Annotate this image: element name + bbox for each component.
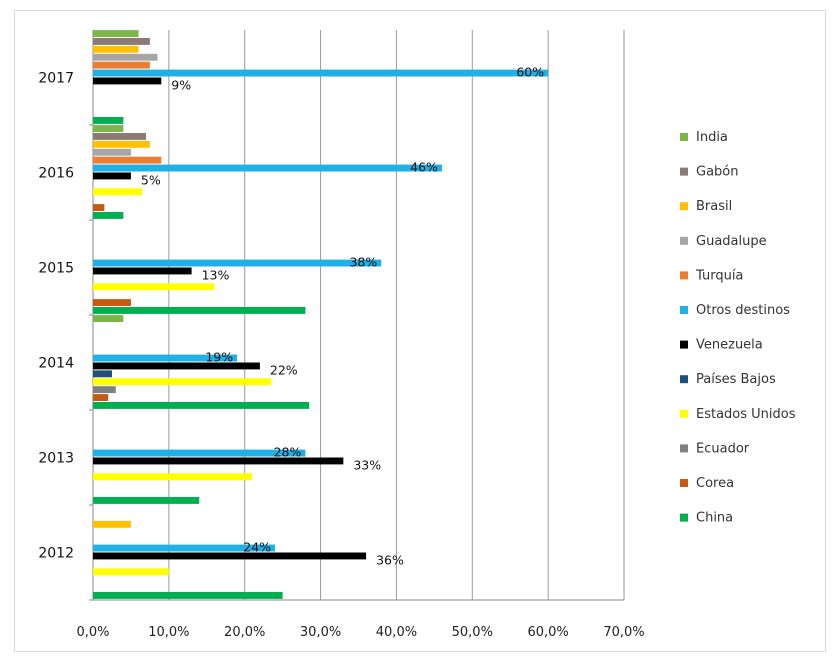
bar-brasil (93, 45, 139, 53)
legend-swatch (680, 479, 688, 487)
y-tick-label: 2012 (38, 546, 74, 562)
bar-otros-destinos (93, 354, 238, 362)
data-label: 5% (141, 172, 161, 187)
x-tick-label: 0,0% (76, 625, 109, 640)
data-label: 38% (349, 255, 377, 270)
bar-turquía (93, 61, 150, 69)
legend-label: Ecuador (696, 441, 750, 456)
legend-label: China (696, 511, 733, 526)
bar-países-bajos (93, 370, 112, 378)
bar-corea (93, 394, 109, 401)
bar-india (93, 315, 124, 322)
legend-label: Corea (696, 476, 734, 491)
bar-otros-destinos (93, 164, 442, 172)
data-label: 46% (410, 160, 438, 175)
bar-estados-unidos (93, 568, 169, 576)
data-label: 9% (171, 77, 191, 92)
y-tick-label: 2016 (38, 166, 74, 182)
data-label: 28% (274, 445, 302, 460)
x-tick-label: 10,0% (148, 625, 189, 640)
legend-label: Venezuela (696, 338, 763, 353)
y-tick-label: 2013 (38, 451, 74, 467)
bar-otros-destinos (93, 544, 276, 552)
legend-swatch (680, 513, 688, 522)
bar-ecuador (93, 386, 116, 394)
legend-swatch (680, 133, 688, 141)
bar-otros-destinos (93, 69, 549, 77)
bar-estados-unidos (93, 188, 143, 196)
bar-venezuela (93, 77, 162, 85)
legend-swatch (680, 375, 688, 384)
y-tick-label: 2015 (38, 261, 74, 277)
bar-china (93, 497, 200, 504)
bar-china (93, 117, 124, 124)
data-label: 36% (376, 552, 404, 567)
legend-swatch (680, 306, 688, 314)
legend-label: Otros destinos (696, 303, 790, 318)
legend-label: Estados Unidos (696, 407, 796, 422)
legend-label: Gabón (696, 165, 739, 180)
bar-china (93, 212, 124, 219)
bar-india (93, 125, 124, 132)
x-tick-label: 30,0% (300, 625, 341, 640)
bar-estados-unidos (93, 473, 253, 481)
bar-brasil (93, 140, 150, 148)
legend-label: Países Bajos (696, 372, 776, 387)
legend-swatch (680, 271, 688, 280)
legend-swatch (680, 444, 688, 453)
bar-brasil (93, 520, 131, 528)
legend-swatch (680, 340, 688, 349)
bar-turquía (93, 156, 162, 164)
bar-venezuela (93, 267, 192, 275)
bar-estados-unidos (93, 283, 215, 291)
bar-china (93, 402, 310, 409)
x-tick-label: 20,0% (224, 625, 265, 640)
legend-label: India (696, 130, 728, 145)
bar-otros-destinos (93, 259, 382, 267)
bar-guadalupe (93, 148, 131, 156)
bar-guadalupe (93, 53, 158, 61)
data-label: 24% (243, 540, 271, 555)
legend-swatch (680, 202, 688, 211)
x-tick-label: 50,0% (452, 625, 493, 640)
data-label: 19% (205, 350, 233, 365)
x-tick-label: 60,0% (527, 625, 568, 640)
bar-estados-unidos (93, 378, 272, 386)
bar-venezuela (93, 362, 260, 370)
x-tick-label: 40,0% (376, 625, 417, 640)
data-label: 13% (202, 267, 230, 282)
y-tick-label: 2017 (38, 71, 74, 87)
bar-corea (93, 299, 131, 306)
bar-otros-destinos (93, 449, 306, 457)
data-label: 33% (353, 457, 381, 472)
legend-swatch (680, 236, 688, 245)
legend-swatch (680, 409, 688, 418)
bar-india (93, 30, 139, 37)
legend-label: Turquía (695, 268, 743, 283)
y-tick-label: 2014 (38, 356, 74, 372)
bar-venezuela (93, 457, 344, 465)
bar-gabón (93, 38, 150, 45)
data-label: 22% (270, 362, 298, 377)
bar-china (93, 592, 283, 599)
legend-label: Guadalupe (696, 234, 767, 249)
legend-label: Brasil (696, 199, 732, 214)
x-tick-label: 70,0% (603, 625, 644, 640)
legend-swatch (680, 167, 688, 176)
bar-gabón (93, 133, 147, 140)
data-label: 60% (516, 65, 544, 80)
bar-china (93, 307, 306, 314)
bar-venezuela (93, 552, 367, 560)
bar-corea (93, 204, 105, 211)
bar-venezuela (93, 172, 131, 180)
